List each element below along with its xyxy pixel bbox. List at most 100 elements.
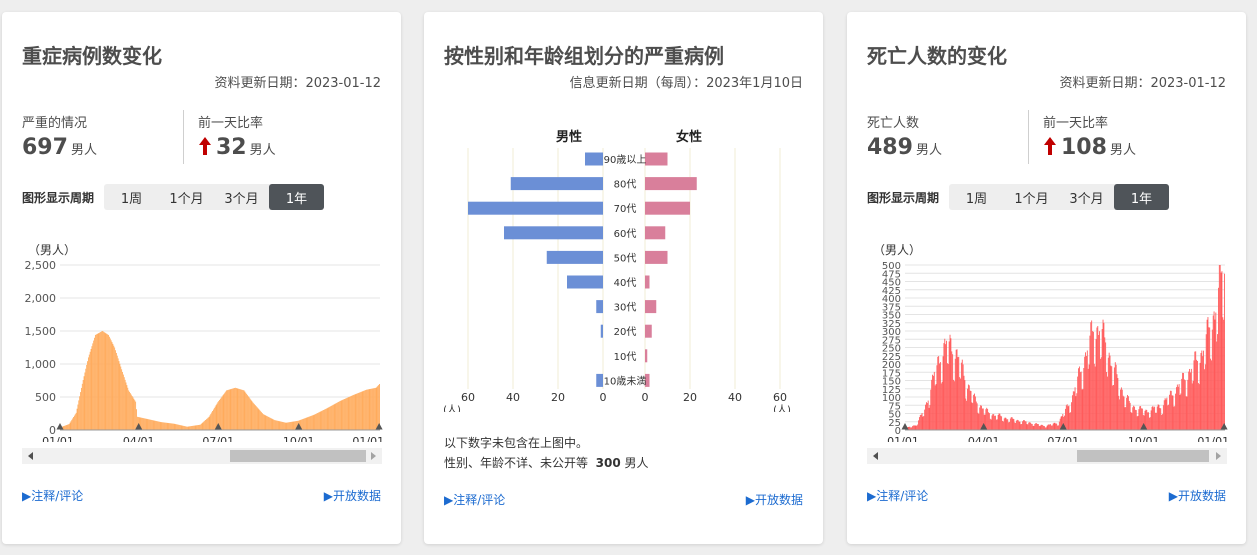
data-bar [374, 387, 376, 430]
data-bar [91, 346, 93, 430]
scroll-right-icon[interactable] [1216, 452, 1221, 460]
data-bar [125, 382, 127, 430]
period-button-3-months[interactable]: 3个月 [1059, 184, 1114, 210]
data-bar [275, 420, 277, 430]
data-bar [143, 418, 144, 430]
data-bar [1106, 372, 1107, 430]
data-bar [264, 415, 266, 430]
data-bar [913, 425, 915, 430]
data-bar [273, 419, 275, 430]
chart-scrollbar[interactable] [22, 448, 382, 464]
data-bar [261, 413, 263, 430]
data-bar [214, 406, 216, 430]
data-bar [269, 417, 271, 430]
data-bar [79, 396, 81, 430]
excluded-note: 以下数字未包含在上图中。 [444, 436, 589, 450]
data-bar [358, 392, 360, 430]
period-button-1-month[interactable]: 1个月 [159, 184, 214, 210]
data-bar [353, 394, 355, 430]
data-bar [969, 390, 971, 430]
data-bar [908, 426, 910, 430]
notes-link[interactable]: ▶注释/评论 [444, 493, 506, 507]
x-tick-label: 01/01 [352, 435, 384, 442]
male-bar [596, 300, 603, 314]
period-button-1-week[interactable]: 1周 [949, 184, 1004, 210]
data-bar [1085, 356, 1087, 430]
data-bar [222, 395, 224, 430]
data-bar [94, 337, 95, 430]
data-bar [204, 420, 206, 430]
data-bar [1059, 418, 1061, 430]
period-button-3-months[interactable]: 3个月 [214, 184, 269, 210]
period-button-1-year[interactable]: 1年 [269, 184, 324, 210]
data-bar [1107, 357, 1109, 430]
data-bar [247, 396, 249, 430]
data-bar [212, 410, 214, 430]
data-bar [241, 389, 243, 430]
notes-link[interactable]: ▶注释/评论 [867, 489, 929, 503]
data-bar [217, 402, 219, 430]
data-bar [208, 416, 210, 430]
data-bar [205, 419, 207, 430]
x-tick-marker [980, 423, 988, 430]
data-bar [178, 424, 180, 430]
data-bar [988, 412, 989, 430]
y-axis-label: （男人） [873, 243, 921, 257]
chart-scrollbar[interactable] [867, 448, 1227, 464]
scroll-right-icon[interactable] [371, 452, 376, 460]
data-bar [1205, 334, 1207, 430]
card-title: 重症病例数变化 [22, 44, 162, 68]
data-bar [141, 417, 143, 430]
data-bar [1152, 405, 1154, 430]
data-bar [1055, 423, 1057, 430]
open-data-link[interactable]: ▶开放数据 [1168, 489, 1226, 503]
y-tick-label: 100 [882, 393, 901, 404]
bars [905, 265, 1225, 430]
scroll-thumb[interactable] [230, 450, 366, 462]
open-data-link[interactable]: ▶开放数据 [323, 489, 381, 503]
data-bar [94, 334, 96, 430]
data-bar [354, 394, 356, 430]
open-data-link[interactable]: ▶开放数据 [745, 493, 803, 507]
data-bar [1171, 395, 1173, 430]
scroll-left-icon[interactable] [873, 452, 878, 460]
data-bar [926, 403, 928, 430]
scroll-left-icon[interactable] [28, 452, 33, 460]
data-bar [176, 424, 178, 430]
data-bar [341, 400, 343, 430]
data-bar [186, 426, 188, 430]
period-button-1-year[interactable]: 1年 [1114, 184, 1169, 210]
data-bar [907, 426, 909, 430]
data-bar [1186, 396, 1188, 430]
data-bar [960, 378, 961, 430]
data-bar [276, 420, 278, 430]
gender-age-card: 按性别和年龄组划分的严重病例 信息更新日期（每周）：2023年1月10日 男性 女… [424, 12, 823, 544]
unit-label-right: (人) [773, 404, 791, 412]
notes-link[interactable]: ▶注释/评论 [22, 489, 84, 503]
data-bar [69, 422, 71, 430]
period-button-1-week[interactable]: 1周 [104, 184, 159, 210]
period-button-1-month[interactable]: 1个月 [1004, 184, 1059, 210]
data-bar [1031, 423, 1033, 430]
data-bar [1192, 380, 1194, 430]
data-bar [250, 399, 252, 430]
data-bar [333, 404, 335, 430]
y-tick-label: 475 [882, 269, 901, 280]
data-bar [1144, 410, 1146, 430]
data-bar [187, 426, 189, 430]
data-bar [1217, 334, 1219, 430]
data-bar [119, 363, 121, 430]
data-bar [340, 400, 342, 430]
x-tick-marker [214, 423, 222, 430]
data-bar [365, 390, 367, 430]
data-bar [1065, 405, 1067, 430]
data-bar [1176, 384, 1178, 430]
data-bar [188, 426, 190, 430]
scroll-thumb[interactable] [1077, 450, 1209, 462]
data-bar [348, 397, 350, 430]
data-bar [182, 425, 184, 430]
data-bar [1052, 423, 1054, 430]
x-tick-label: 10/01 [1128, 435, 1160, 442]
data-bar [237, 388, 239, 430]
stat-unit: 男人 [915, 143, 942, 158]
